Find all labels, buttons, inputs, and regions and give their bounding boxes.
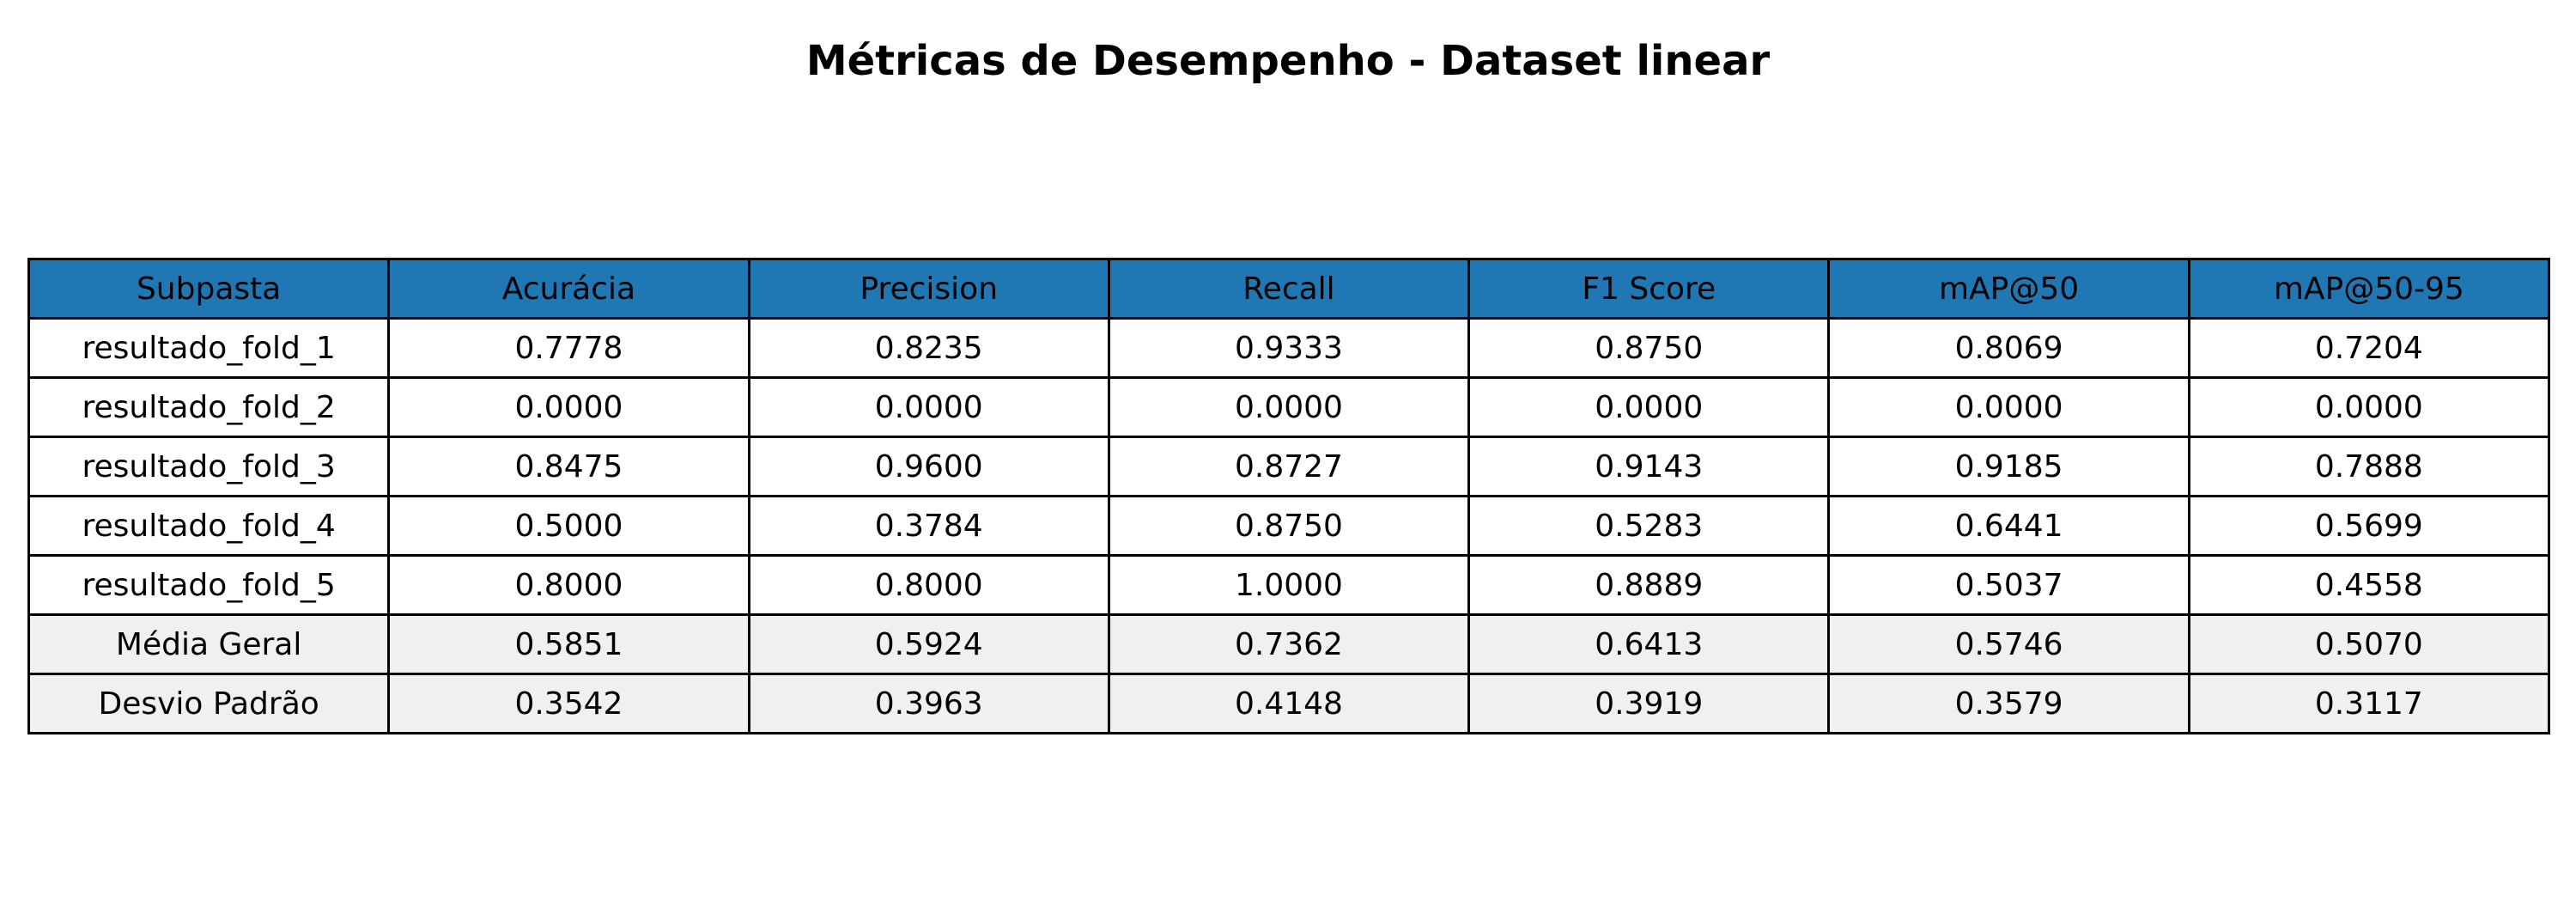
header-subpasta: Subpasta xyxy=(27,258,391,320)
table-cell: 0.9143 xyxy=(1467,436,1831,497)
table-cell: Média Geral xyxy=(27,613,391,675)
table-row: resultado_fold_3 0.8475 0.9600 0.8727 0.… xyxy=(27,436,2551,497)
table-cell: 0.8750 xyxy=(1467,317,1831,379)
chart-title: Métricas de Desempenho - Dataset linear xyxy=(805,37,1771,85)
table-cell: 0.9600 xyxy=(747,436,1110,497)
table-header: Subpasta Acurácia Precision Recall F1 Sc… xyxy=(27,258,2551,320)
table-cell: 0.8475 xyxy=(387,436,750,497)
table-cell: resultado_fold_5 xyxy=(27,554,391,616)
table-cell: 0.3784 xyxy=(747,495,1110,557)
table-cell: 0.0000 xyxy=(747,376,1110,438)
table-cell: Desvio Padrão xyxy=(27,673,391,734)
table-cell: 0.0000 xyxy=(1827,376,2190,438)
table-cell: 0.8727 xyxy=(1107,436,1471,497)
table-body: resultado_fold_1 0.7778 0.8235 0.9333 0.… xyxy=(27,317,2551,734)
table-cell: 0.0000 xyxy=(1107,376,1471,438)
table-cell: 1.0000 xyxy=(1107,554,1471,616)
table-row: resultado_fold_1 0.7778 0.8235 0.9333 0.… xyxy=(27,317,2551,379)
header-acuracia: Acurácia xyxy=(387,258,750,320)
table-cell: 0.5924 xyxy=(747,613,1110,675)
table-cell: 0.8889 xyxy=(1467,554,1831,616)
table-cell: 0.3963 xyxy=(747,673,1110,734)
summary-row-std: Desvio Padrão 0.3542 0.3963 0.4148 0.391… xyxy=(27,673,2551,734)
table-cell: 0.0000 xyxy=(387,376,750,438)
table-cell: 0.4148 xyxy=(1107,673,1471,734)
table-cell: resultado_fold_2 xyxy=(27,376,391,438)
table-cell: resultado_fold_3 xyxy=(27,436,391,497)
table-row: resultado_fold_5 0.8000 0.8000 1.0000 0.… xyxy=(27,554,2551,616)
table-cell: 0.5851 xyxy=(387,613,750,675)
table-cell: 0.7204 xyxy=(2187,317,2551,379)
table-cell: resultado_fold_4 xyxy=(27,495,391,557)
table-cell: 0.7362 xyxy=(1107,613,1471,675)
header-row: Subpasta Acurácia Precision Recall F1 Sc… xyxy=(27,258,2551,320)
table-cell: 0.7888 xyxy=(2187,436,2551,497)
table-cell: 0.5699 xyxy=(2187,495,2551,557)
table-cell: 0.5037 xyxy=(1827,554,2190,616)
table-cell: 0.8000 xyxy=(747,554,1110,616)
table-cell: 0.8235 xyxy=(747,317,1110,379)
table-cell: 0.4558 xyxy=(2187,554,2551,616)
table-cell: 0.3919 xyxy=(1467,673,1831,734)
table-cell: 0.3579 xyxy=(1827,673,2190,734)
header-map50-95: mAP@50-95 xyxy=(2187,258,2551,320)
table-cell: 0.0000 xyxy=(2187,376,2551,438)
table-cell: 0.6441 xyxy=(1827,495,2190,557)
table-cell: 0.6413 xyxy=(1467,613,1831,675)
table-row: resultado_fold_2 0.0000 0.0000 0.0000 0.… xyxy=(27,376,2551,438)
header-f1-score: F1 Score xyxy=(1467,258,1831,320)
table-cell: 0.3542 xyxy=(387,673,750,734)
table-cell: 0.8000 xyxy=(387,554,750,616)
table-row: resultado_fold_4 0.5000 0.3784 0.8750 0.… xyxy=(27,495,2551,557)
header-precision: Precision xyxy=(747,258,1110,320)
header-recall: Recall xyxy=(1107,258,1471,320)
table-cell: 0.8750 xyxy=(1107,495,1471,557)
table-cell: 0.8069 xyxy=(1827,317,2190,379)
table-cell: 0.5746 xyxy=(1827,613,2190,675)
table-cell: 0.5283 xyxy=(1467,495,1831,557)
summary-row-mean: Média Geral 0.5851 0.5924 0.7362 0.6413 … xyxy=(27,613,2551,675)
header-map50: mAP@50 xyxy=(1827,258,2190,320)
table-cell: 0.7778 xyxy=(387,317,750,379)
metrics-table: Subpasta Acurácia Precision Recall F1 Sc… xyxy=(27,258,2551,734)
table-cell: 0.5000 xyxy=(387,495,750,557)
table-cell: 0.9333 xyxy=(1107,317,1471,379)
table-cell: resultado_fold_1 xyxy=(27,317,391,379)
table-cell: 0.5070 xyxy=(2187,613,2551,675)
table-cell: 0.0000 xyxy=(1467,376,1831,438)
table-cell: 0.9185 xyxy=(1827,436,2190,497)
table-cell: 0.3117 xyxy=(2187,673,2551,734)
